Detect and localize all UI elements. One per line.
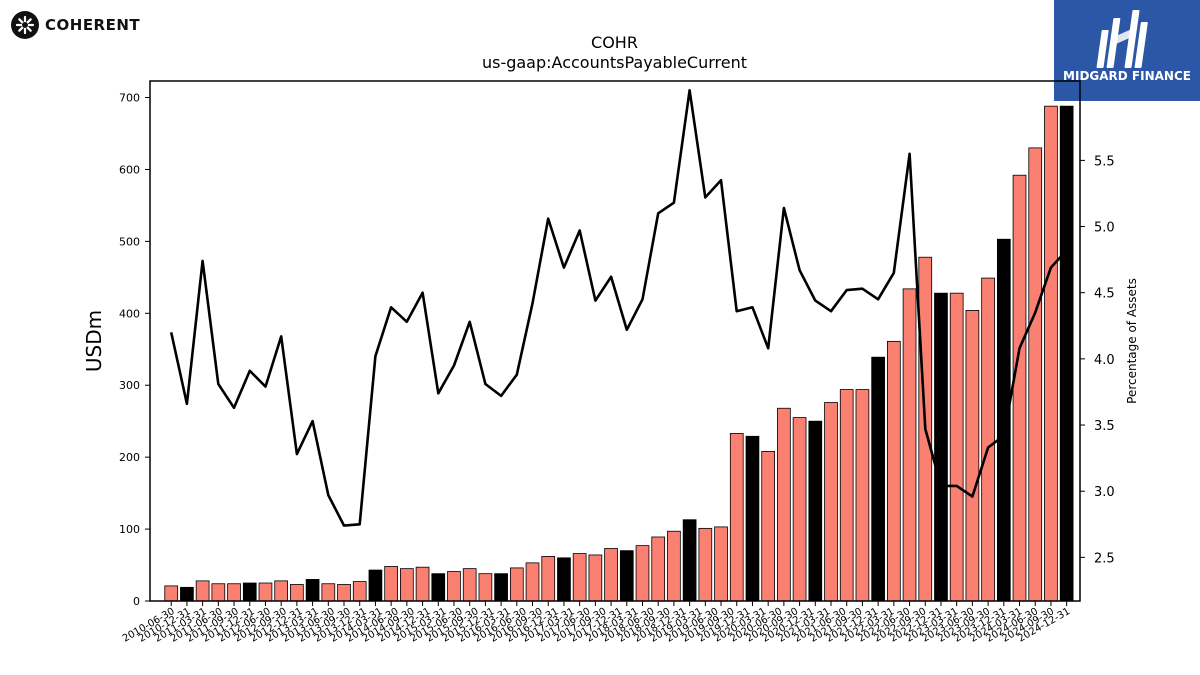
badge-name: MIDGARD FINANCE — [1063, 69, 1191, 83]
bar — [274, 580, 289, 602]
bar — [871, 356, 885, 602]
bar — [996, 238, 1011, 602]
bar — [1028, 147, 1043, 602]
bar — [714, 526, 728, 602]
bar — [667, 530, 681, 602]
brand-logo: COHERENT — [10, 10, 140, 40]
axes: 0 100 200 300 400 500 600 700 2.5 3.0 3.5 4.0 4.5 5.0… — [119, 80, 1115, 645]
bar — [572, 553, 587, 602]
bar — [509, 567, 524, 602]
y-tick-label: 500 — [119, 235, 140, 248]
y2-tick-label: 2.5 — [1094, 551, 1115, 566]
y-tick-label: 100 — [119, 523, 140, 536]
bar — [651, 536, 666, 602]
y2-tick-label: 5.5 — [1094, 154, 1115, 169]
bar — [321, 583, 336, 602]
bar — [981, 277, 995, 602]
midgard-badge: MIDGARD FINANCE — [1054, 0, 1200, 101]
bar — [745, 435, 760, 602]
brand-name: COHERENT — [45, 16, 141, 34]
bar — [824, 402, 838, 602]
bar — [462, 568, 477, 602]
bar — [965, 310, 980, 602]
bar — [290, 584, 304, 602]
y-tick-label: 600 — [119, 163, 140, 176]
y2-tick-label: 4.0 — [1094, 353, 1115, 368]
bar — [494, 573, 508, 602]
bar — [934, 292, 948, 602]
bar — [839, 389, 854, 602]
y2-tick-label: 3.5 — [1094, 419, 1115, 434]
bar — [211, 583, 226, 602]
bar — [352, 581, 367, 602]
bar — [384, 566, 398, 602]
y2-axis-label: Percentage of Assets — [1125, 278, 1139, 404]
bar — [447, 571, 461, 602]
bar — [1012, 174, 1027, 602]
bar — [604, 548, 618, 602]
bar — [525, 562, 540, 602]
y-tick-label: 200 — [119, 451, 140, 464]
chart-title: COHR — [591, 33, 638, 52]
bar — [431, 573, 446, 602]
y-tick-label: 700 — [119, 92, 140, 105]
midgard-logo-icon — [1096, 10, 1148, 68]
bar — [305, 579, 320, 602]
y-tick-label: 400 — [119, 307, 140, 320]
line-series — [169, 89, 1068, 527]
chart-subtitle: us-gaap:AccountsPayableCurrent — [482, 53, 747, 72]
bar — [855, 389, 870, 602]
bar — [180, 586, 194, 602]
bar — [682, 519, 697, 602]
coherent-logo-icon — [11, 11, 39, 39]
bar — [541, 556, 556, 602]
bar — [619, 550, 634, 602]
y-tick-label: 300 — [119, 379, 140, 392]
y2-tick-label: 5.0 — [1094, 221, 1115, 236]
line-series-path — [169, 89, 1068, 527]
bar-series — [164, 105, 1074, 602]
bar — [478, 573, 493, 602]
bar — [777, 407, 791, 602]
bar — [164, 585, 179, 602]
bar — [902, 288, 917, 602]
bar — [887, 340, 901, 602]
bar — [635, 545, 650, 602]
y-tick-label: 0 — [133, 595, 140, 608]
bar — [557, 557, 571, 602]
y-axis-label: USDm — [82, 310, 106, 372]
bar — [400, 568, 414, 602]
y2-tick-label: 3.0 — [1094, 485, 1115, 500]
bar — [808, 420, 823, 602]
plot-frame — [149, 80, 1081, 602]
bar — [1044, 105, 1058, 602]
bar — [415, 566, 430, 602]
bar — [227, 583, 241, 602]
y2-tick-label: 4.5 — [1094, 287, 1115, 302]
bar — [242, 582, 257, 602]
bar — [368, 569, 383, 602]
bar — [729, 433, 744, 602]
bar — [258, 582, 273, 602]
bar — [792, 417, 807, 602]
bar — [195, 580, 210, 602]
bar — [1059, 105, 1074, 602]
bar — [761, 451, 776, 602]
bar — [337, 584, 351, 602]
bar — [588, 554, 603, 602]
bar — [698, 527, 713, 602]
bar — [949, 292, 964, 602]
